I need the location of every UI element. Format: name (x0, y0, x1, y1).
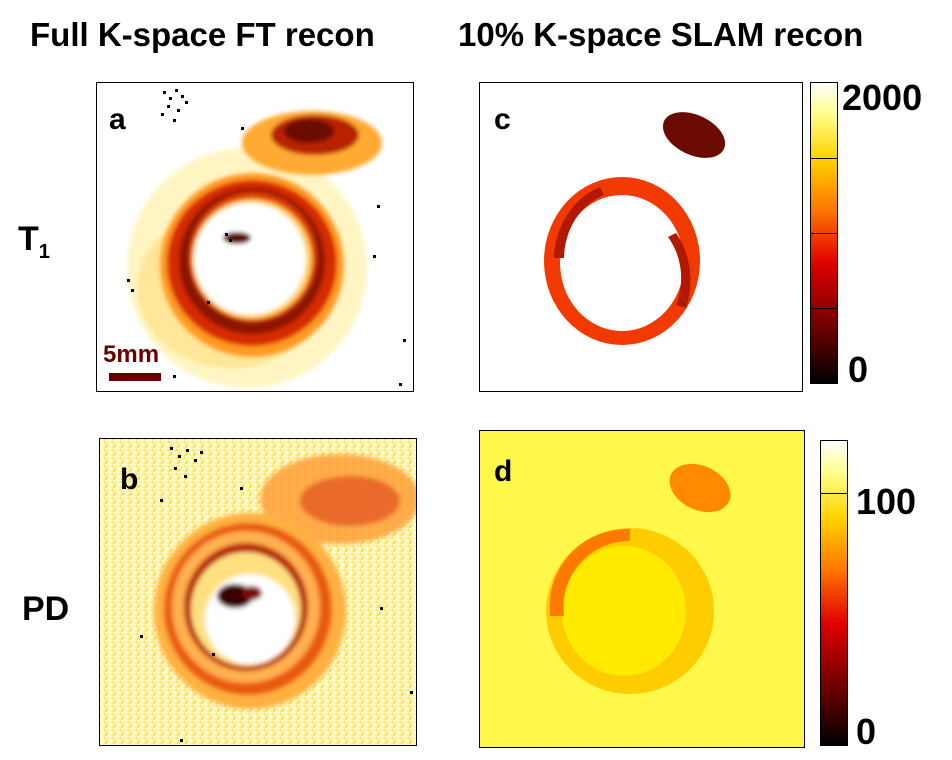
panel-d-image (480, 431, 804, 747)
row-label-t1-main: T (18, 220, 39, 258)
panel-b-image (100, 439, 416, 745)
panel-c-slam-t1-map: c (479, 82, 803, 392)
pd-colorbar-min-label: 0 (856, 711, 877, 752)
panel-a-image (97, 83, 413, 391)
panel-c-label: c (494, 103, 511, 136)
pd-colorbar (820, 440, 848, 746)
left-column-title: Full K-space FT recon (30, 16, 375, 53)
t1-colorbar-tick (811, 158, 837, 159)
t1-colorbar-tick (811, 233, 837, 234)
t1-colorbar-min-label: 0 (848, 349, 869, 390)
panel-a-label: a (109, 103, 126, 136)
right-column-title: 10% K-space SLAM recon (458, 16, 864, 53)
row-label-pd: PD (22, 590, 70, 628)
panel-d-slam-pd-map: d (479, 430, 805, 748)
pd-colorbar-tick (821, 492, 847, 494)
scale-bar (109, 373, 161, 381)
row-label-t1-sub: 1 (38, 240, 50, 263)
t1-colorbar-tick (811, 308, 837, 309)
t1-colorbar (810, 82, 838, 384)
panel-a-ft-t1-map: a 5mm (96, 82, 414, 392)
row-label-t1: T1 (18, 222, 50, 262)
panel-d-label: d (494, 455, 513, 488)
panel-c-image (480, 83, 802, 391)
t1-colorbar-max-label: 2000 (842, 77, 923, 118)
scale-bar-label: 5mm (103, 341, 160, 368)
pd-colorbar-max-label: 100 (856, 481, 917, 522)
panel-b-ft-pd-map: b (99, 438, 417, 746)
panel-b-label: b (120, 463, 139, 496)
